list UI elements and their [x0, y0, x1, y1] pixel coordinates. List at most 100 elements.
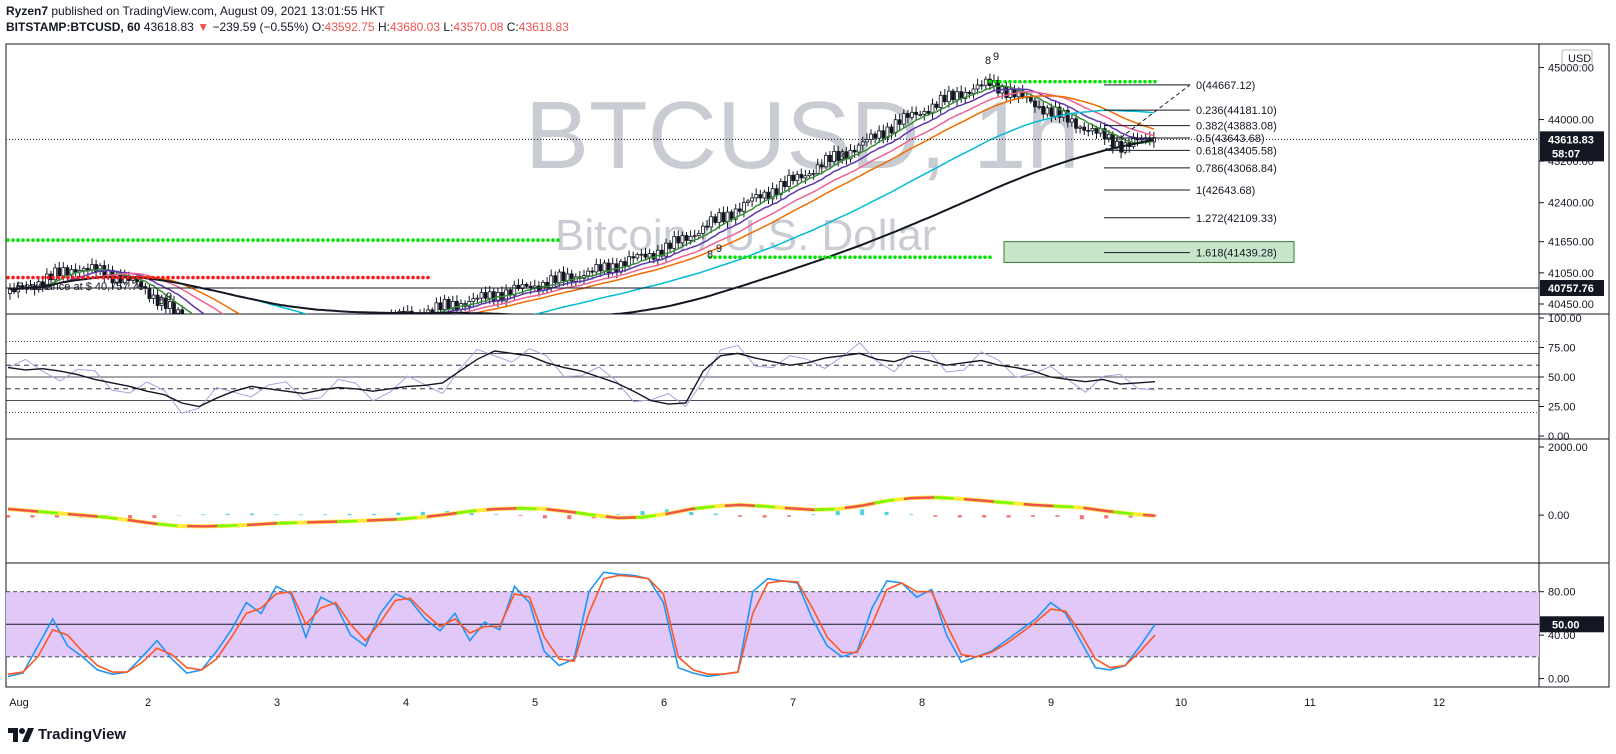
macd-histogram-bar	[786, 515, 791, 517]
resistance-dot	[16, 275, 20, 280]
candle-body	[234, 344, 237, 352]
candle-body	[807, 173, 812, 177]
macd-axis-label: 2000.00	[1548, 442, 1588, 454]
rsi-pane[interactable]: 100.00 75.00 50.00 25.00 0.00	[6, 313, 1582, 443]
candle-body	[1049, 107, 1054, 117]
time-axis[interactable]: Aug 2 3 4 5 6 7 8 9 10 11 12	[9, 697, 1445, 709]
support-dot	[1023, 79, 1027, 84]
support-dot	[456, 238, 460, 242]
support-dot	[943, 255, 947, 260]
resistance-dot	[131, 275, 135, 280]
support-dot	[231, 238, 235, 242]
resistance-dot	[66, 275, 70, 280]
candle-body	[701, 225, 705, 234]
stoch-k-line	[7, 571, 1156, 678]
stoch-mid-badge-value: 50.00	[1552, 619, 1580, 631]
support-dot	[101, 238, 105, 242]
fib-level-label: 0.786(43068.84)	[1196, 163, 1277, 175]
candle-body	[893, 119, 898, 134]
td-count-label: 8	[985, 55, 991, 67]
support-dot	[391, 238, 395, 242]
support-dot	[536, 238, 540, 242]
candle-body	[320, 331, 323, 341]
support-dot	[953, 255, 957, 260]
stochastic-pane[interactable]: 80.00 40.00 0.00 50.00	[6, 571, 1604, 686]
candle-body	[189, 321, 192, 326]
resistance-dot	[46, 275, 50, 280]
tradingview-footer[interactable]: TradingView	[8, 726, 126, 743]
support-dot	[461, 238, 465, 242]
support-dot	[958, 255, 962, 260]
candle-body	[787, 174, 791, 187]
candle-body	[139, 281, 144, 288]
candle-body	[279, 350, 282, 356]
candle-body	[717, 212, 722, 223]
time-axis-label: 9	[1048, 697, 1054, 709]
resistance-dot	[126, 275, 130, 280]
resistance-dot	[306, 275, 310, 280]
resistance-dot	[161, 275, 165, 280]
resistance-dot	[396, 275, 400, 280]
candle-body	[394, 316, 397, 322]
support-dot	[441, 238, 445, 242]
resistance-dot	[421, 275, 425, 280]
support-dot	[371, 238, 375, 242]
author[interactable]: Ryzen7	[6, 4, 49, 18]
support-dot	[763, 255, 767, 260]
support-dot	[241, 238, 245, 242]
support-dot	[106, 238, 110, 242]
candle-body	[1082, 126, 1087, 131]
candle-body	[155, 294, 160, 306]
candle-body	[815, 164, 820, 174]
support-dot	[768, 255, 772, 260]
support-dot	[838, 255, 842, 260]
resistance-dot	[11, 275, 15, 280]
support-dot	[1133, 79, 1137, 84]
candle-body	[345, 330, 348, 338]
support-dot	[56, 238, 60, 242]
resistance-dot	[21, 275, 25, 280]
resistance-dot	[171, 275, 175, 280]
candle-body	[57, 267, 62, 277]
price-axis-label: 44000.00	[1548, 115, 1594, 127]
macd-histogram-bar	[689, 511, 694, 516]
rsi-axis-label: 75.00	[1548, 343, 1576, 355]
resistance-dot	[331, 275, 335, 280]
candle-body	[378, 318, 381, 327]
resistance-dot	[276, 275, 280, 280]
support-dot	[1088, 79, 1092, 84]
price-change: −239.59 (−0.55%)	[212, 20, 309, 34]
last-price-badge-value: 43618.83	[1548, 134, 1594, 146]
candle-body	[230, 344, 233, 350]
support-dot	[51, 238, 55, 242]
high-label: H:	[377, 20, 390, 34]
fibonacci-extension[interactable]: 0(44667.12) 0.236(44181.10) 0.382(43883.08…	[1003, 80, 1295, 263]
price-axis[interactable]: 45000.0044000.0043200.0042400.0041650.00…	[1539, 63, 1604, 311]
candle-body	[1074, 118, 1078, 129]
candle-body	[1090, 128, 1095, 132]
candle-body	[291, 343, 294, 350]
candle-body	[910, 111, 914, 118]
macd-histogram-bar	[347, 513, 352, 516]
support-dot	[306, 238, 310, 242]
support-dot	[516, 238, 520, 242]
candle-body	[918, 113, 923, 116]
candle-body	[373, 318, 376, 323]
candle-body	[828, 154, 832, 162]
time-axis-label: 8	[919, 697, 925, 709]
support-dot	[858, 255, 862, 260]
last-price: 43618.83	[143, 20, 194, 34]
resistance-dot	[236, 275, 240, 280]
support-dot	[416, 238, 420, 242]
macd-pane[interactable]: 2000.00 0.00	[6, 442, 1588, 529]
candle-body	[176, 309, 181, 314]
candle-body	[304, 345, 307, 346]
support-dot	[988, 79, 992, 84]
support-dot	[918, 255, 922, 260]
candle-body	[300, 345, 303, 347]
support-dot	[708, 255, 712, 260]
macd-histogram-bar	[201, 514, 206, 516]
resistance-dot	[271, 275, 275, 280]
symbol-label[interactable]: BITSTAMP:BTCUSD, 60	[6, 20, 141, 34]
